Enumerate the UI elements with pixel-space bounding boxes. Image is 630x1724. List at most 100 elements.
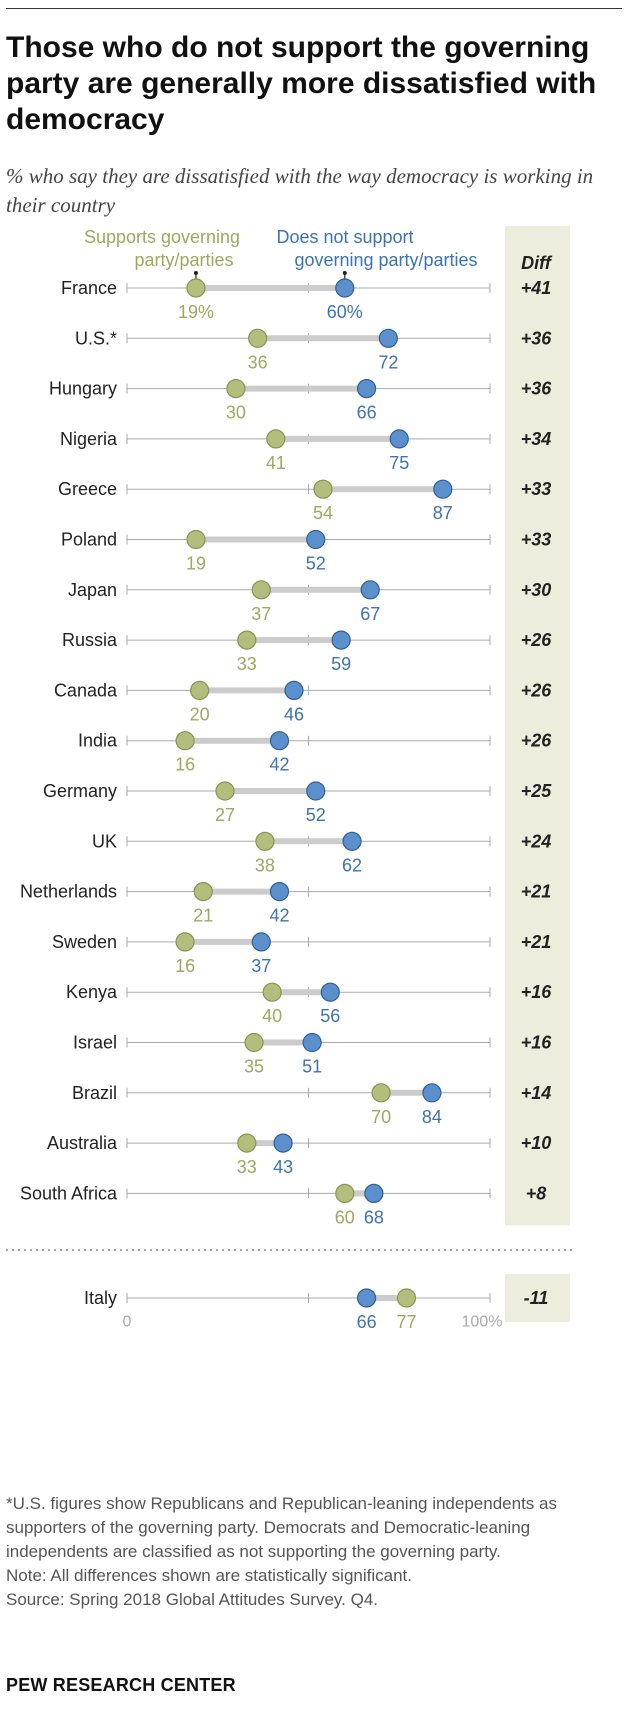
brand-logo-text: PEW RESEARCH CENTER — [6, 1675, 236, 1695]
row-12-supports-dot — [255, 831, 275, 851]
row-18-supports-dot — [237, 1133, 257, 1153]
separate-row-1-country-label: Italy — [84, 1288, 117, 1308]
row-6-not-supports-value: 52 — [306, 554, 326, 574]
separate-row-1-diff-value: -11 — [524, 1288, 549, 1308]
diff-header: Diff — [521, 253, 553, 273]
row-16-not-supports-dot — [302, 1032, 322, 1053]
row-19-supports-value: 60 — [335, 1207, 355, 1227]
row-17-supports-dot — [371, 1083, 391, 1103]
legend-not-supports-line1: Does not support — [276, 227, 413, 247]
legend-pointer-supports-dot — [193, 271, 198, 275]
row-18-diff-value: +10 — [521, 1133, 552, 1153]
row-4-supports-dot — [266, 429, 286, 449]
row-9-supports-dot — [190, 680, 210, 700]
row-9-not-supports-value: 46 — [284, 704, 304, 724]
row-15-not-supports-dot — [320, 982, 340, 1002]
row-14-not-supports-value: 37 — [251, 956, 271, 976]
row-16-supports-dot — [244, 1032, 264, 1053]
row-4-diff-value: +34 — [521, 429, 552, 449]
row-1-supports-value: 19% — [178, 302, 214, 322]
row-5-not-supports-value: 87 — [433, 503, 453, 523]
row-1-diff-value: +41 — [521, 278, 552, 298]
row-3-not-supports-value: 66 — [357, 403, 377, 423]
row-7-diff-value: +30 — [521, 580, 552, 600]
row-18-not-supports-dot — [273, 1133, 293, 1153]
row-2-supports-value: 36 — [248, 352, 268, 372]
row-2-diff-value: +36 — [521, 328, 553, 348]
row-9-diff-value: +26 — [521, 680, 553, 700]
row-6-diff-value: +33 — [521, 530, 552, 550]
row-10-not-supports-dot — [269, 731, 290, 751]
row-16-supports-value: 35 — [244, 1057, 264, 1077]
row-5-supports-dot — [313, 479, 333, 499]
row-7-supports-dot — [251, 580, 271, 600]
row-5-not-supports-dot — [433, 479, 453, 499]
row-1-country-label: France — [61, 278, 117, 298]
separate-row-1-not-supports-value: 66 — [357, 1312, 377, 1332]
row-8-diff-value: +26 — [521, 630, 553, 650]
row-11-supports-dot — [215, 781, 235, 801]
diff-column-band — [505, 226, 570, 1226]
row-14-country-label: Sweden — [52, 932, 117, 952]
row-15-country-label: Kenya — [66, 982, 118, 1002]
legend-pointer-not-supports-dot — [342, 271, 347, 275]
top-rule — [6, 8, 622, 9]
row-11-not-supports-dot — [306, 781, 326, 801]
row-10-supports-dot — [175, 731, 195, 751]
row-6-not-supports-dot — [306, 529, 326, 550]
row-3-supports-dot — [226, 379, 246, 399]
row-2-not-supports-dot — [378, 328, 398, 348]
row-6-supports-dot — [186, 529, 206, 550]
row-10-diff-value: +26 — [521, 731, 553, 751]
significance-note: Note: All differences shown are statisti… — [6, 1566, 412, 1585]
row-9-supports-value: 20 — [190, 704, 210, 724]
legend-supports-line1: Supports governing — [84, 227, 240, 247]
row-12-not-supports-dot — [342, 831, 362, 851]
row-3-not-supports-dot — [356, 379, 377, 399]
row-13-diff-value: +21 — [521, 882, 552, 902]
row-14-not-supports-dot — [251, 932, 271, 952]
row-3-supports-value: 30 — [226, 403, 246, 423]
row-18-not-supports-value: 43 — [273, 1157, 293, 1177]
row-14-supports-dot — [175, 932, 195, 952]
row-18-supports-value: 33 — [237, 1157, 257, 1177]
row-12-diff-value: +24 — [521, 831, 552, 851]
row-13-country-label: Netherlands — [20, 882, 117, 902]
row-1-not-supports-dot — [335, 278, 355, 298]
us-footnote: *U.S. figures show Republicans and Repub… — [6, 1494, 557, 1561]
row-4-supports-value: 41 — [266, 453, 286, 473]
legend-not-supports-line2: governing party/parties — [294, 250, 477, 270]
row-1-not-supports-value: 60% — [327, 302, 363, 322]
axis-max-label: 100% — [462, 1314, 503, 1331]
row-10-not-supports-value: 42 — [269, 755, 289, 775]
row-8-country-label: Russia — [62, 630, 118, 650]
row-15-supports-dot — [262, 982, 282, 1002]
row-17-not-supports-value: 84 — [422, 1107, 442, 1127]
legend-supports-line2: party/parties — [134, 250, 233, 270]
row-11-not-supports-value: 52 — [306, 805, 326, 825]
diff-column-band-italy — [505, 1274, 570, 1322]
row-14-diff-value: +21 — [521, 932, 552, 952]
row-19-diff-value: +8 — [526, 1183, 547, 1203]
row-3-country-label: Hungary — [49, 379, 117, 399]
chart-title: Those who do not support the governing p… — [6, 31, 597, 136]
row-14-supports-value: 16 — [175, 956, 195, 976]
row-13-not-supports-value: 42 — [269, 906, 289, 926]
row-4-not-supports-value: 75 — [389, 453, 409, 473]
row-18-country-label: Australia — [47, 1133, 118, 1153]
source-note: Source: Spring 2018 Global Attitudes Sur… — [6, 1590, 379, 1609]
dot-plot-chart: Supports governing party/parties Does not … — [6, 226, 575, 1332]
row-4-not-supports-dot — [389, 429, 409, 449]
row-13-not-supports-dot — [269, 881, 290, 902]
row-6-country-label: Poland — [61, 530, 117, 550]
row-12-supports-value: 38 — [255, 855, 275, 875]
row-3-diff-value: +36 — [521, 379, 553, 399]
row-8-supports-dot — [237, 630, 257, 650]
row-12-country-label: UK — [92, 831, 117, 851]
row-7-country-label: Japan — [68, 580, 117, 600]
row-2-not-supports-value: 72 — [378, 352, 398, 372]
row-19-country-label: South Africa — [20, 1183, 118, 1203]
row-19-supports-dot — [335, 1183, 355, 1204]
row-5-diff-value: +33 — [521, 479, 552, 499]
row-11-supports-value: 27 — [215, 805, 235, 825]
